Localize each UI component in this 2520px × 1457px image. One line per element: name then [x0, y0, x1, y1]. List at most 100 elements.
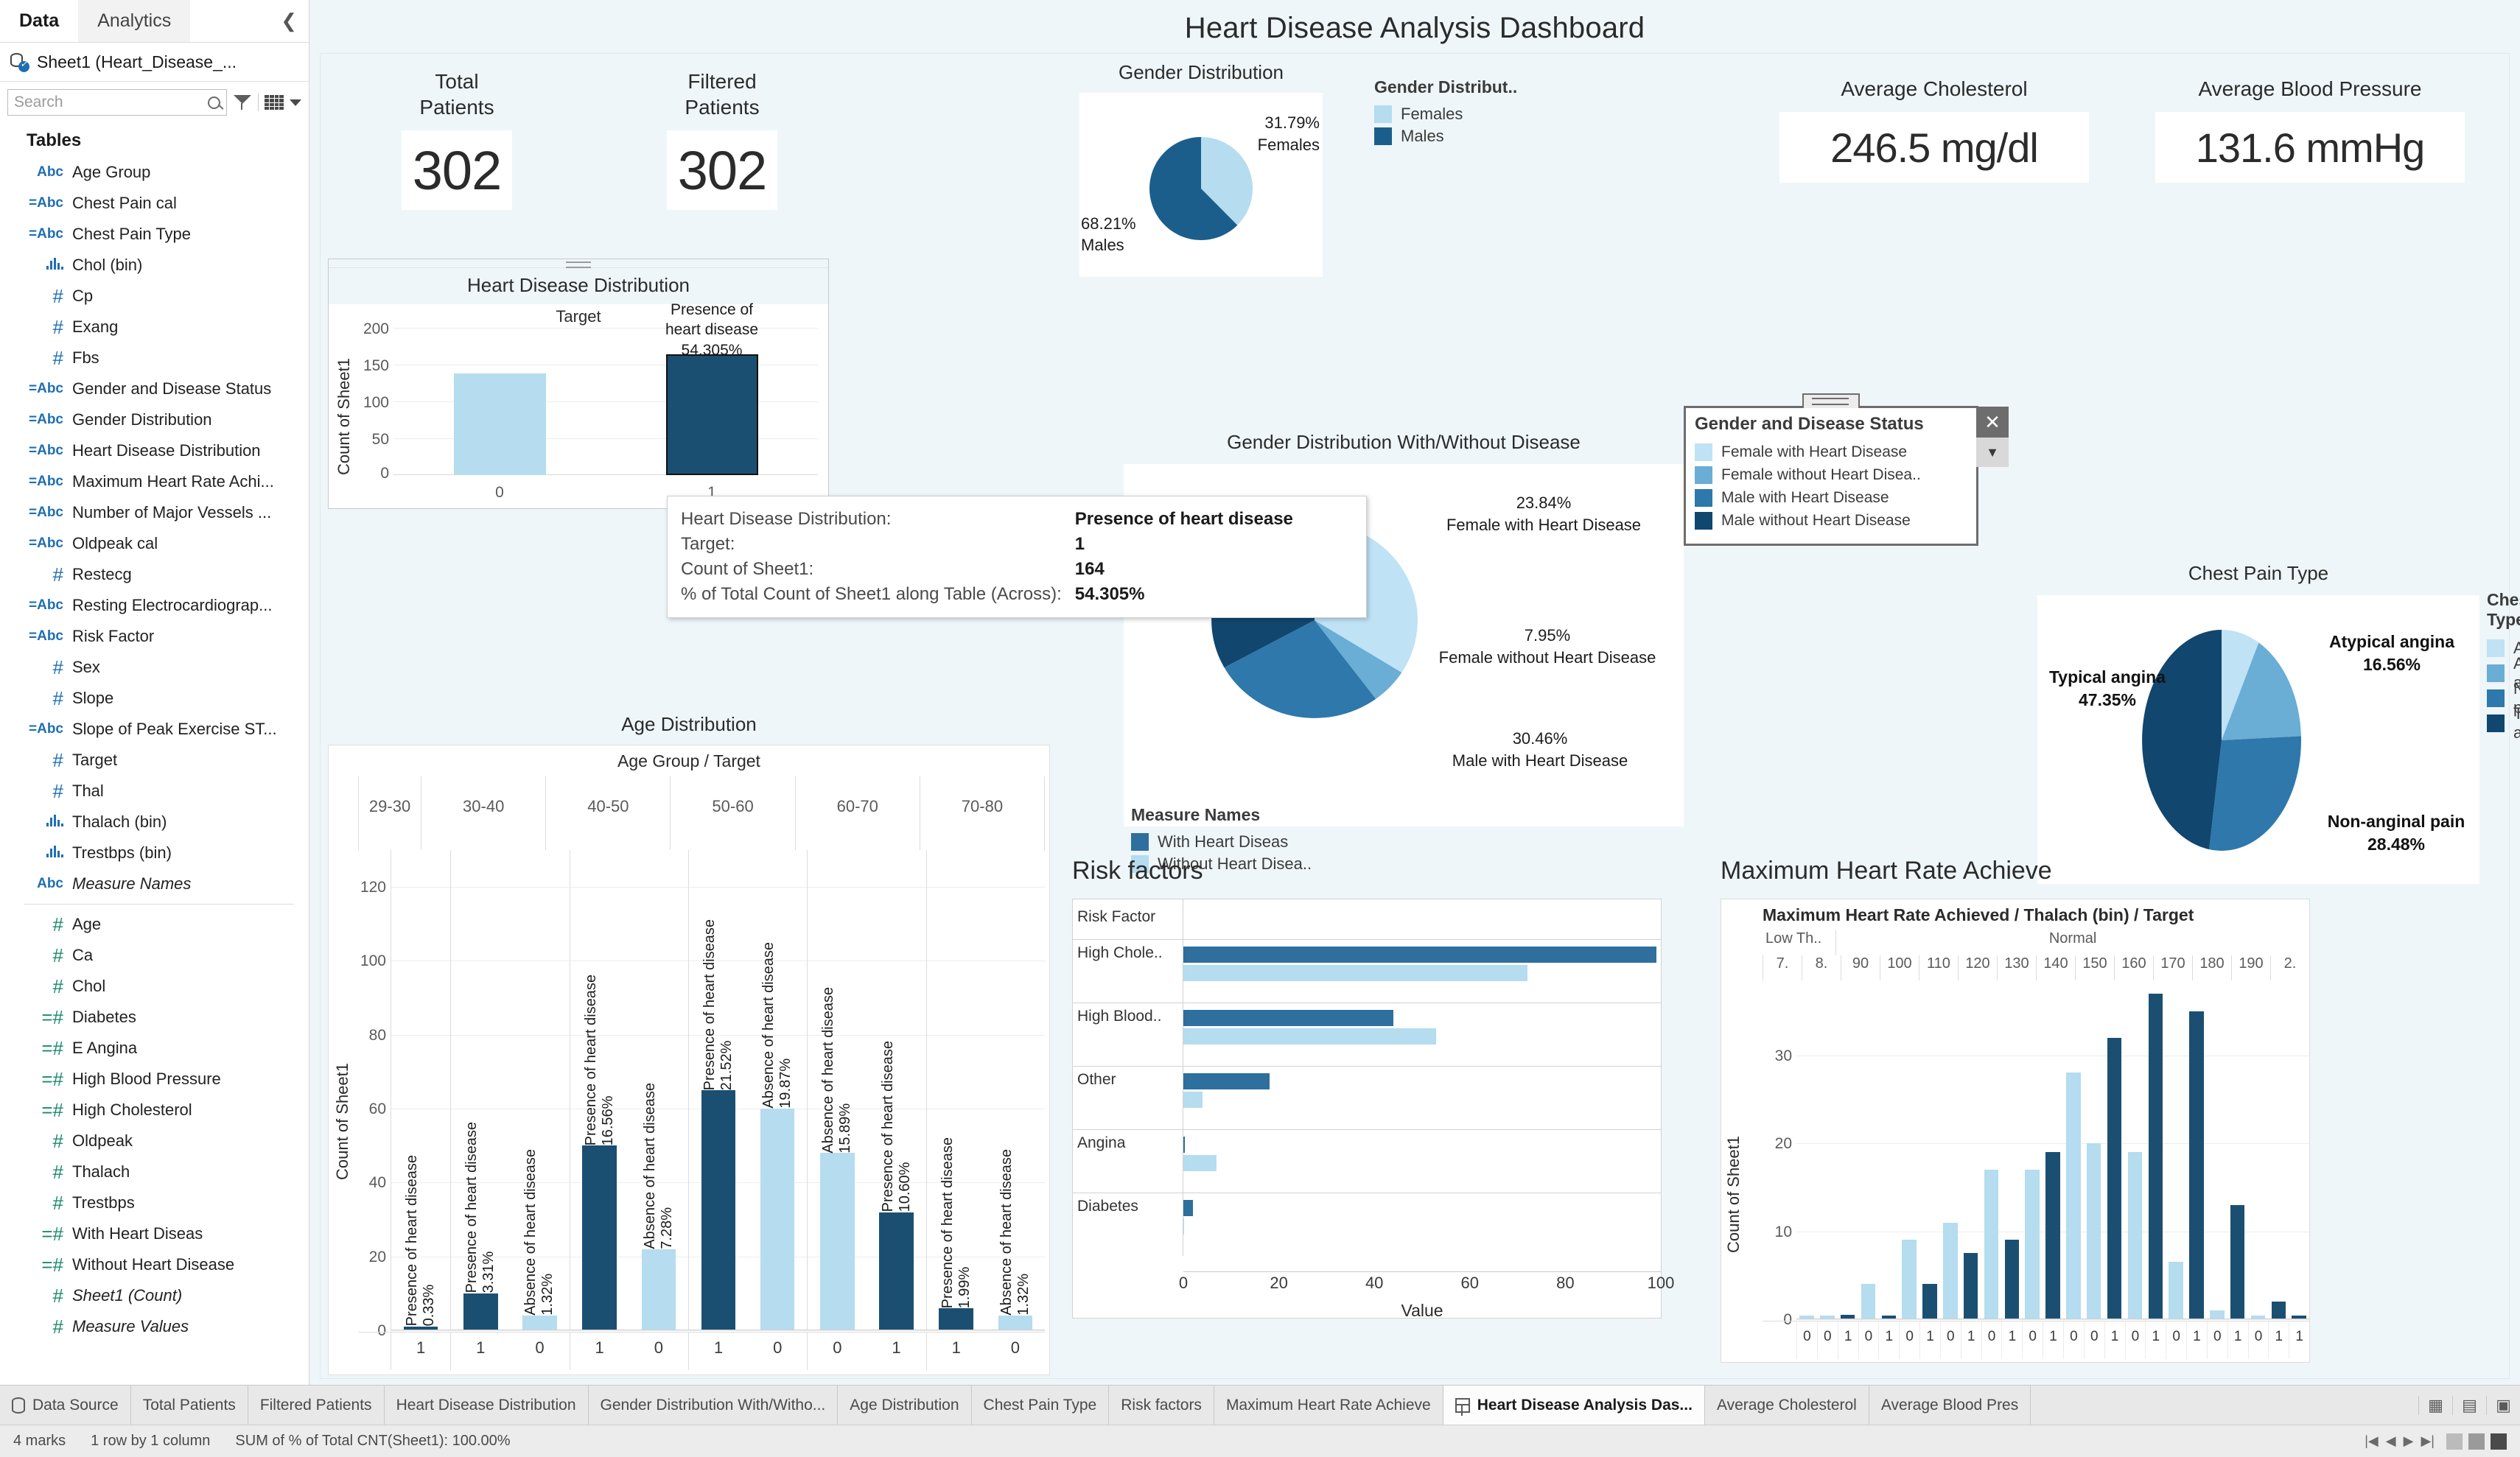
bar-with-disease[interactable] [1183, 1010, 1394, 1026]
legend-drag-handle[interactable] [1802, 393, 1860, 408]
kpi-average-cholesterol-value-box[interactable]: 246.5 mg/dl [1779, 112, 2089, 183]
bar-without-disease[interactable] [1183, 1028, 1437, 1045]
field-item[interactable]: # Oldpeak [0, 1126, 309, 1156]
legend-item[interactable]: Male without Heart Disease [1695, 509, 1967, 532]
field-item[interactable]: =# High Cholesterol [0, 1095, 309, 1126]
pager-controls[interactable]: |◀ ◀ ▶ ▶| [2365, 1433, 2435, 1449]
age-bar[interactable] [760, 1109, 795, 1330]
field-item[interactable]: # Ca [0, 940, 309, 971]
split-view-icon[interactable] [2468, 1433, 2485, 1450]
field-item[interactable]: # Exang [0, 312, 309, 343]
mhr-bar[interactable] [2250, 1316, 2266, 1319]
field-item[interactable]: Trestbps (bin) [0, 838, 309, 868]
field-item[interactable]: # Thal [0, 776, 309, 807]
age-bar[interactable] [522, 1315, 557, 1330]
age-bar[interactable] [939, 1307, 973, 1330]
field-item[interactable]: =Abc Chest Pain Type [0, 219, 309, 250]
field-item[interactable]: # Restecg [0, 559, 309, 590]
field-item[interactable]: =# High Blood Pressure [0, 1064, 309, 1095]
legend-item[interactable]: Male with Heart Disease [1695, 486, 1967, 509]
worksheet-tab[interactable]: Age Distribution [838, 1386, 972, 1425]
chevron-down-icon[interactable]: ▼ [1976, 438, 2009, 467]
legend-item[interactable]: With Heart Diseas [1131, 831, 1312, 853]
field-item[interactable]: =Abc Number of Major Vessels ... [0, 497, 309, 528]
mhr-bar[interactable] [2004, 1240, 2020, 1319]
mhr-bar[interactable] [2127, 1152, 2143, 1319]
worksheet-tab[interactable]: Maximum Heart Rate Achieve [1214, 1386, 1443, 1425]
tab-analytics[interactable]: Analytics [78, 0, 191, 42]
mhr-bar[interactable] [1984, 1169, 1999, 1319]
field-item[interactable]: Abc Measure Names [0, 868, 309, 899]
bar-without-disease[interactable] [1183, 965, 1527, 981]
field-item[interactable]: =Abc Resting Electrocardiograp... [0, 590, 309, 621]
legend-item[interactable]: Without Heart Disea.. [1131, 853, 1312, 875]
collapse-pane-button[interactable]: ❮ [269, 0, 309, 42]
chevron-down-icon[interactable] [290, 99, 301, 106]
mhr-bar[interactable] [2025, 1169, 2040, 1319]
bar-target-1[interactable]: Presence of heart disease 54.305% [665, 301, 758, 475]
mhr-bar[interactable] [2210, 1310, 2225, 1319]
age-bar[interactable] [820, 1153, 855, 1330]
field-item[interactable]: =Abc Risk Factor [0, 621, 309, 652]
new-story-icon[interactable]: ▣ [2486, 1395, 2520, 1415]
mhr-bar[interactable] [2169, 1262, 2183, 1319]
mhr-bar[interactable] [1840, 1315, 1855, 1319]
table-row[interactable]: Diabetes [1073, 1193, 1661, 1256]
field-item[interactable]: =Abc Gender Distribution [0, 404, 309, 435]
field-item[interactable]: =# Without Heart Disease [0, 1249, 309, 1280]
filter-icon[interactable] [233, 93, 252, 112]
mhr-bar[interactable] [2230, 1204, 2245, 1319]
kpi-total-patients-value-box[interactable]: 302 [402, 130, 512, 210]
mhr-bar[interactable] [2045, 1152, 2060, 1319]
mhr-bar[interactable] [2271, 1302, 2286, 1319]
mhr-bar[interactable] [1922, 1284, 1937, 1319]
field-item[interactable]: Thalach (bin) [0, 807, 309, 838]
grid-view-icon[interactable] [2446, 1433, 2463, 1450]
table-row[interactable]: High Chole.. [1073, 939, 1661, 1003]
worksheet-tab[interactable]: Chest Pain Type [972, 1386, 1110, 1425]
next-page-icon[interactable]: ▶ [2403, 1433, 2414, 1448]
bar-with-disease[interactable] [1183, 1200, 1193, 1216]
bar-with-disease[interactable] [1183, 947, 1656, 963]
close-icon[interactable]: ✕ [1984, 410, 2001, 433]
field-item[interactable]: # Measure Values [0, 1311, 309, 1342]
new-worksheet-icon[interactable]: ▦ [2418, 1395, 2452, 1415]
worksheet-tab[interactable]: Heart Disease Analysis Das... [1443, 1386, 1705, 1425]
data-source-item[interactable]: Sheet1 (Heart_Disease_... [0, 43, 309, 82]
legend-item[interactable]: Female without Heart Disea.. [1695, 463, 1967, 486]
field-item[interactable]: =Abc Maximum Heart Rate Achi... [0, 466, 309, 497]
field-item[interactable]: =# Diabetes [0, 1002, 309, 1033]
field-item[interactable]: # Sheet1 (Count) [0, 1280, 309, 1311]
legend-item[interactable]: Asymptomatic [2487, 636, 2520, 661]
mhr-bar[interactable] [2066, 1072, 2081, 1319]
age-bar[interactable] [879, 1212, 914, 1330]
mhr-bar[interactable] [2148, 993, 2163, 1319]
heart-disease-distribution-plot[interactable]: Target Count of Sheet1 [329, 301, 828, 506]
field-item[interactable]: # Trestbps [0, 1187, 309, 1218]
worksheet-grab-handle[interactable] [329, 259, 828, 268]
worksheet-tab[interactable]: Heart Disease Distribution [385, 1386, 589, 1425]
field-item[interactable]: =Abc Gender and Disease Status [0, 373, 309, 404]
field-item[interactable]: =# With Heart Diseas [0, 1218, 309, 1249]
table-row[interactable]: High Blood.. [1073, 1003, 1661, 1066]
mhr-bar[interactable] [2086, 1143, 2101, 1319]
bar-without-disease[interactable] [1183, 1218, 1185, 1235]
table-row[interactable]: Other [1073, 1066, 1661, 1129]
full-view-icon[interactable] [2491, 1433, 2507, 1450]
legend-item[interactable]: Atypical angina [2487, 654, 2520, 692]
field-item[interactable]: # Age [0, 909, 309, 940]
bar-with-disease[interactable] [1183, 1137, 1185, 1153]
age-distribution-plot[interactable]: Age Group / Target 29-30 30-40 40-50 50-60 6… [328, 745, 1050, 1375]
mhr-bar[interactable] [1881, 1316, 1897, 1319]
field-item[interactable]: # Chol [0, 971, 309, 1002]
age-bar[interactable] [701, 1090, 736, 1330]
floating-legend-gender-disease-status[interactable]: ✕ ▼ Gender and Disease Status Female wit… [1684, 393, 2009, 546]
field-item[interactable]: # Fbs [0, 343, 309, 373]
worksheet-tab[interactable]: Total Patients [131, 1386, 248, 1425]
field-item[interactable]: Chol (bin) [0, 250, 309, 281]
heart-disease-distribution-widget[interactable]: Heart Disease Distribution Target Count … [328, 259, 829, 509]
field-item[interactable]: # Target [0, 745, 309, 776]
age-bar[interactable] [582, 1145, 617, 1330]
legend-item[interactable]: Female with Heart Disease [1695, 440, 1967, 463]
mhr-bar[interactable] [1861, 1284, 1876, 1319]
